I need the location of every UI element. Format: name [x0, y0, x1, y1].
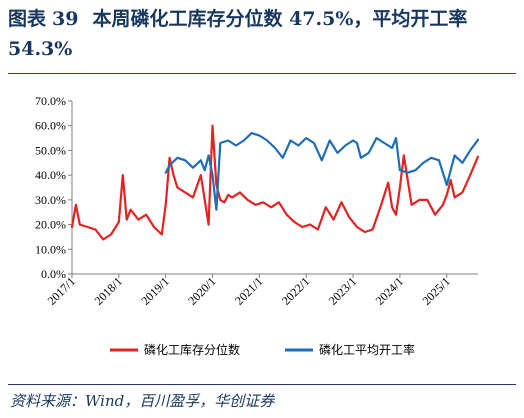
y-tick-label: 0.0% [41, 267, 66, 281]
figure-number: 39 [52, 8, 79, 30]
x-tick-label: 2022/1 [279, 274, 312, 307]
x-tick-label: 2024/1 [373, 274, 406, 307]
legend-label-1: 磷化工库存分位数 [144, 342, 240, 357]
figure-title: 图表 39 本周磷化工库存分位数 47.5%，平均开工率 54.3% [8, 4, 516, 64]
title-divider [8, 73, 516, 74]
y-tick-label: 40.0% [35, 168, 66, 182]
x-tick-label: 2018/1 [91, 274, 124, 307]
y-tick-label: 20.0% [35, 218, 66, 232]
figure-title-text: 本周磷化工库存分位数 47.5%，平均开工率 54.3% [8, 8, 468, 60]
x-tick-label: 2021/1 [232, 274, 265, 307]
x-tick-label: 2019/1 [138, 274, 171, 307]
source-note: 资料来源：Wind，百川盈孚，华创证券 [10, 392, 275, 410]
series-line-2 [164, 132, 480, 211]
figure-label: 图表 [8, 8, 47, 30]
y-tick-label: 50.0% [35, 143, 66, 157]
x-tick-label: 2025/1 [419, 274, 452, 307]
legend-label-2: 磷化工平均开工率 [319, 342, 415, 357]
x-tick-label: 2020/1 [185, 274, 218, 307]
x-tick-label: 2023/1 [326, 274, 359, 307]
y-tick-label: 30.0% [35, 193, 66, 207]
source-divider [8, 384, 516, 385]
y-tick-label: 10.0% [35, 242, 66, 256]
series-line-1 [70, 124, 480, 241]
y-tick-label: 70.0% [35, 94, 66, 108]
y-tick-label: 60.0% [35, 119, 66, 133]
